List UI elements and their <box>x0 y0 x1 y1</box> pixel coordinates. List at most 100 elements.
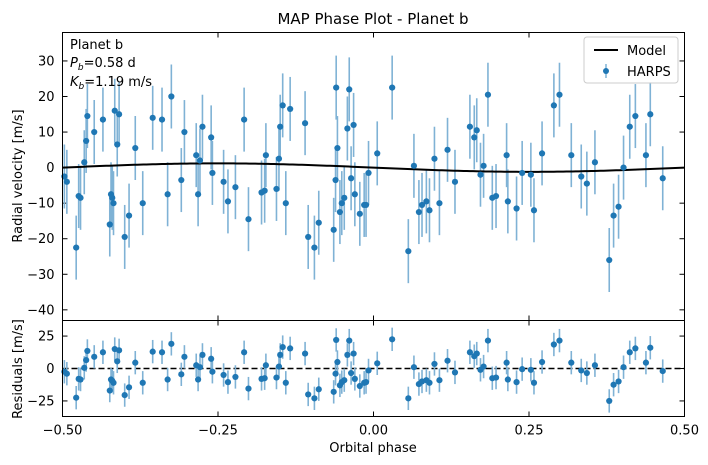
residual-point <box>632 345 639 352</box>
rv-point <box>519 169 526 177</box>
main-y-ticks: −40 −30 −20 −10 0 10 20 30 <box>27 32 685 321</box>
residual-point <box>63 370 70 377</box>
residual-point <box>503 359 510 366</box>
residual-point <box>568 359 575 366</box>
rv-point <box>311 244 318 251</box>
rv-point <box>332 176 339 184</box>
residual-point <box>431 360 438 368</box>
residual-point <box>224 379 232 386</box>
main-y-tick-label: −10 <box>27 197 54 212</box>
rv-point <box>273 185 280 193</box>
residual-point <box>110 379 117 386</box>
residual-point <box>209 368 216 375</box>
residual-point <box>261 375 268 382</box>
residual-point <box>550 341 557 348</box>
residual-point <box>583 369 590 377</box>
rv-point <box>275 155 283 162</box>
residuals-y-tick-label: 25 <box>38 330 55 345</box>
rv-point <box>83 137 90 145</box>
rv-point <box>91 128 98 136</box>
rv-point <box>241 116 248 123</box>
residual-point <box>538 358 546 366</box>
residual-point <box>273 374 280 381</box>
rv-point <box>610 212 617 219</box>
residual-point <box>277 351 284 358</box>
legend: Model HARPS <box>583 36 679 84</box>
planet-annotation: Planet b Pb=0.58 d Kb=1.19 m/s <box>70 38 152 92</box>
residual-point <box>196 364 204 371</box>
residual-point <box>114 358 121 365</box>
residual-point <box>194 376 202 383</box>
residual-point <box>480 363 487 370</box>
rv-point <box>568 152 575 159</box>
main-y-tick-label: 10 <box>38 126 55 141</box>
rv-point <box>356 210 363 217</box>
rv-point <box>530 207 538 214</box>
rv-point <box>473 127 480 134</box>
rv-point <box>330 226 337 233</box>
residual-point <box>132 359 139 366</box>
rv-point <box>193 152 200 159</box>
residual-point <box>332 370 339 377</box>
model-line <box>62 162 685 173</box>
annotation-amplitude-symbol: K <box>70 75 80 90</box>
residual-point <box>615 378 622 385</box>
rv-point <box>121 233 128 241</box>
residual-point <box>365 367 372 374</box>
residual-point <box>513 379 520 386</box>
legend-model-label: Model <box>627 44 666 59</box>
rv-point <box>261 187 268 194</box>
annotation-line-3: Kb=1.19 m/s <box>70 75 152 92</box>
rv-point <box>578 173 585 180</box>
residual-point <box>158 349 166 356</box>
rv-point <box>164 191 171 198</box>
residual-point <box>444 357 451 364</box>
residual-point <box>610 381 617 388</box>
residual-point <box>199 351 206 358</box>
residual-point <box>642 359 650 366</box>
residual-point <box>344 351 351 358</box>
residual-point <box>348 369 355 377</box>
residual-point <box>466 349 474 356</box>
residual-point <box>330 388 337 395</box>
main-y-tick-label: 0 <box>46 161 54 176</box>
rv-point <box>84 112 91 120</box>
annotation-amplitude-value: =1.19 m/s <box>84 75 152 90</box>
residual-point <box>504 376 511 383</box>
annotation-period-subscript: b <box>78 63 84 73</box>
rv-point <box>344 125 351 132</box>
residual-point <box>626 349 633 356</box>
x-tick-label: −0.50 <box>43 424 83 439</box>
rv-point <box>431 155 438 162</box>
rv-point <box>149 114 156 121</box>
rv-point <box>415 208 423 216</box>
residual-point <box>287 345 294 352</box>
rv-point <box>538 150 546 157</box>
rv-point <box>471 134 478 141</box>
residual-point <box>241 349 248 356</box>
rv-point <box>583 180 590 187</box>
annotation-line-2: Pb=0.58 d <box>70 56 136 73</box>
residual-point <box>659 367 666 375</box>
rv-point <box>168 93 175 100</box>
rv-point <box>63 178 70 185</box>
rv-point <box>77 194 84 201</box>
annotation-line-1: Planet b <box>70 38 123 53</box>
x-tick-label: 0.00 <box>359 424 388 439</box>
rv-point <box>615 203 622 210</box>
residual-point <box>484 337 492 344</box>
residual-point <box>149 348 156 355</box>
residual-point <box>73 394 80 401</box>
residual-point <box>436 377 443 384</box>
residual-point <box>333 336 340 344</box>
rv-point <box>220 178 227 185</box>
residual-point <box>106 387 113 394</box>
rv-point <box>466 123 474 130</box>
residuals-panel: −25 0 25 −0.50 −0.25 0.00 0.25 0.50 Residuals [… <box>11 319 699 456</box>
residual-point <box>620 364 627 371</box>
rv-point <box>513 205 520 212</box>
rv-point <box>350 121 357 129</box>
rv-point <box>232 184 239 191</box>
residuals-data-points <box>61 336 666 405</box>
